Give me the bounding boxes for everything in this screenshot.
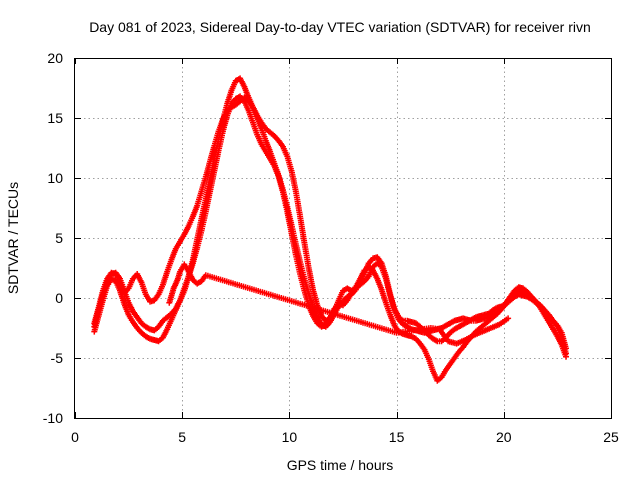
- data-layer: [91, 75, 569, 384]
- y-tick-label: -10: [43, 410, 63, 426]
- chart-title: Day 081 of 2023, Sidereal Day-to-day VTE…: [89, 19, 591, 35]
- x-tick-label: 20: [496, 429, 512, 445]
- y-tick-label: 5: [55, 230, 63, 246]
- y-tick-label: -5: [51, 350, 64, 366]
- x-tick-label: 15: [389, 429, 405, 445]
- series-group: [166, 261, 512, 347]
- plot-frame: [74, 58, 612, 419]
- y-tick-label: 15: [47, 110, 63, 126]
- y-tick-label: 0: [55, 290, 63, 306]
- x-tick-label: 10: [282, 429, 298, 445]
- tick-labels: 0 5 10 15 20 25 -10 -5 0 5 10 15 20: [43, 50, 619, 445]
- grid: [75, 58, 611, 418]
- data-point: [505, 315, 512, 322]
- y-axis-label: SDTVAR / TECUs: [5, 182, 21, 294]
- y-tick-label: 10: [47, 170, 63, 186]
- x-axis-label: GPS time / hours: [287, 457, 394, 473]
- x-tick-label: 5: [178, 429, 186, 445]
- x-tick-label: 25: [603, 429, 619, 445]
- x-tick-label: 0: [71, 429, 79, 445]
- ticks: [75, 58, 612, 419]
- data-point: [563, 353, 569, 360]
- y-tick-label: 20: [47, 50, 63, 66]
- series-group: [91, 94, 569, 384]
